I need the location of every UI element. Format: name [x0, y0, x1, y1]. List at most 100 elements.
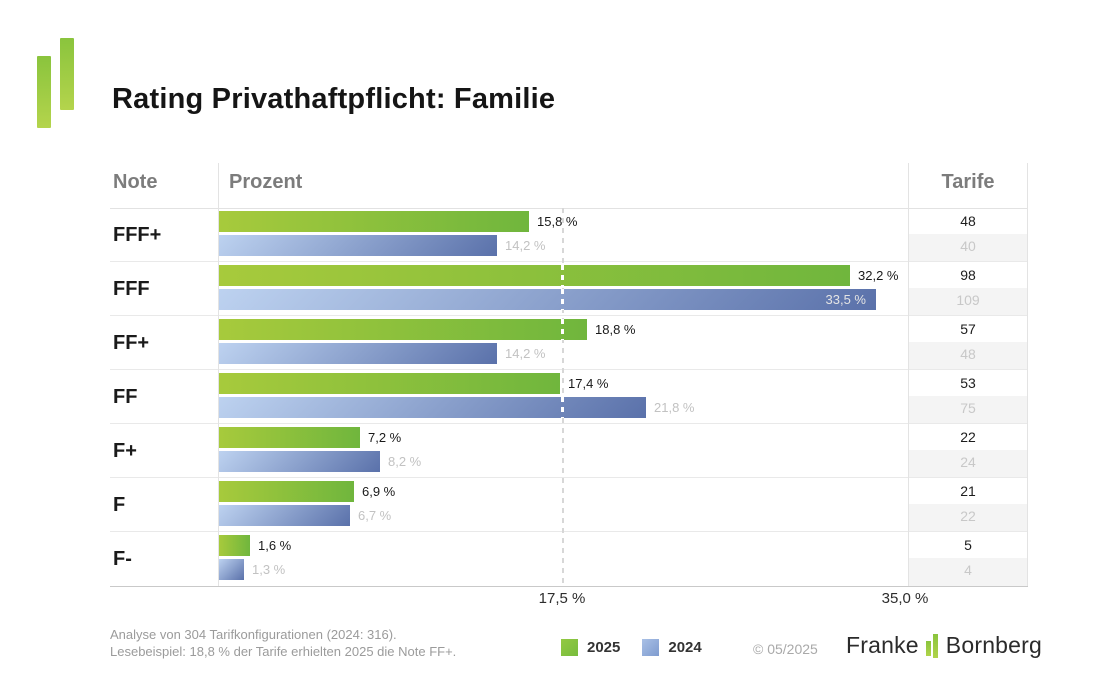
- tarife-stripe-2024: [909, 450, 1027, 478]
- table-header-row: Note Prozent Tarife: [110, 163, 1028, 208]
- tarife-count-2024: 109: [956, 292, 980, 308]
- legend-swatch-icon: [561, 639, 578, 656]
- tarife-count-2024: 4: [964, 562, 972, 578]
- rating-bar-chart: Note Prozent Tarife FFF+ 15,8 % 48 14,2 % 40…: [110, 163, 1028, 623]
- note-label: F: [113, 494, 126, 516]
- note-label: FF: [113, 386, 138, 408]
- bar-value-label: 14,2 %: [505, 238, 546, 253]
- tarife-count-2025: 48: [960, 213, 976, 229]
- chart-row-FFF: FFF 32,2 % 98 33,5 % 109: [110, 262, 1028, 316]
- bar-2024-FF: [219, 397, 646, 418]
- row-separator-line: [110, 531, 1028, 532]
- chart-row-FF+: FF+ 18,8 % 57 14,2 % 48: [110, 316, 1028, 370]
- tarife-count-2025: 53: [960, 375, 976, 391]
- company-logo-icon: [37, 38, 77, 130]
- x-axis-tick-label: 17,5 %: [538, 590, 586, 607]
- bar-2024-F+: [219, 451, 380, 472]
- logo-bar-left: [37, 56, 51, 128]
- bar-value-label: 14,2 %: [505, 346, 546, 361]
- legend-label: 2024: [668, 639, 702, 656]
- brand-bars-icon: [925, 633, 939, 659]
- bar-2025-FFF+: [219, 211, 529, 232]
- tarife-count-2025: 5: [964, 537, 972, 553]
- bar-value-label: 7,2 %: [368, 430, 402, 445]
- bar-2024-FF+: [219, 343, 497, 364]
- tarife-stripe-2024: [909, 504, 1027, 532]
- tarife-count-2024: 40: [960, 238, 976, 254]
- bar-2025-F+: [219, 427, 360, 448]
- tarife-stripe-2024: [909, 396, 1027, 424]
- bar-value-label: 6,7 %: [358, 508, 392, 523]
- tarife-count-2025: 57: [960, 321, 976, 337]
- legend-swatch-icon: [642, 639, 660, 656]
- header-separator-line: [110, 208, 1028, 209]
- row-separator-line: [110, 369, 1028, 370]
- tarife-count-2025: 22: [960, 429, 976, 445]
- note-label: F-: [113, 548, 132, 570]
- x-axis-tick-label: 35,0 %: [881, 590, 929, 607]
- bar-2025-FF: [219, 373, 560, 394]
- column-header-tarife: Tarife: [941, 171, 995, 193]
- logo-bar-right: [60, 38, 74, 110]
- brand-name-right: Bornberg: [945, 632, 1043, 658]
- chart-row-F+: F+ 7,2 % 22 8,2 % 24: [110, 424, 1028, 478]
- note-label: FF+: [113, 332, 150, 354]
- reference-line-on-bar: [561, 397, 564, 418]
- bar-value-label: 33,5 %: [825, 292, 866, 307]
- bar-2025-F: [219, 481, 354, 502]
- copyright-text: © 05/2025: [753, 641, 818, 657]
- bar-2025-FF+: [219, 319, 587, 340]
- column-divider-tarife-left: [908, 163, 909, 586]
- legend-item-2024: 2024: [642, 639, 702, 656]
- bar-value-label: 15,8 %: [537, 214, 578, 229]
- tarife-count-2024: 24: [960, 454, 976, 470]
- bar-value-label: 32,2 %: [858, 268, 899, 283]
- legend-label: 2025: [587, 639, 621, 656]
- row-separator-line: [110, 423, 1028, 424]
- bar-2025-F-: [219, 535, 250, 556]
- x-axis-line: [110, 586, 1028, 587]
- footnote-line-1: Analyse von 304 Tarifkonfigurationen (20…: [110, 627, 397, 642]
- note-label: FFF+: [113, 224, 162, 246]
- row-separator-line: [110, 477, 1028, 478]
- tarife-count-2025: 21: [960, 483, 976, 499]
- legend-item-2025: 2025: [561, 639, 620, 656]
- bar-value-label: 1,3 %: [252, 562, 286, 577]
- chart-row-FFF+: FFF+ 15,8 % 48 14,2 % 40: [110, 208, 1028, 262]
- bar-value-label: 17,4 %: [568, 376, 609, 391]
- bar-value-label: 18,8 %: [595, 322, 636, 337]
- bar-2024-FFF+: [219, 235, 497, 256]
- column-header-prozent: Prozent: [229, 171, 303, 193]
- bar-2025-FFF: [219, 265, 850, 286]
- bar-2024-FFF: 33,5 %: [219, 289, 876, 310]
- reference-line-on-bar: [561, 289, 564, 310]
- column-divider-tarife-right: [1027, 163, 1028, 586]
- column-divider-note: [218, 163, 219, 586]
- tarife-count-2024: 75: [960, 400, 976, 416]
- tarife-stripe-2024: [909, 342, 1027, 370]
- tarife-stripe-2024: [909, 288, 1027, 316]
- bar-value-label: 8,2 %: [388, 454, 422, 469]
- row-separator-line: [110, 261, 1028, 262]
- tarife-count-2025: 98: [960, 267, 976, 283]
- bar-value-label: 6,9 %: [362, 484, 396, 499]
- tarife-count-2024: 22: [960, 508, 976, 524]
- reference-line-on-bar: [561, 265, 564, 286]
- page-title: Rating Privathaftpflicht: Familie: [112, 83, 556, 116]
- tarife-count-2024: 48: [960, 346, 976, 362]
- reference-line-on-bar: [561, 319, 564, 340]
- note-label: FFF: [113, 278, 150, 300]
- tarife-stripe-2024: [909, 558, 1027, 586]
- chart-row-F-: F- 1,6 % 5 1,3 % 4: [110, 532, 1028, 586]
- note-label: F+: [113, 440, 137, 462]
- column-header-note: Note: [113, 171, 158, 193]
- row-separator-line: [110, 315, 1028, 316]
- bar-value-label: 21,8 %: [654, 400, 695, 415]
- bar-value-label: 1,6 %: [258, 538, 292, 553]
- franke-bornberg-logo: Franke Bornberg: [846, 632, 1042, 659]
- footnote-line-2: Lesebeispiel: 18,8 % der Tarife erhielte…: [110, 644, 457, 659]
- brand-name-left: Franke: [846, 632, 919, 658]
- bar-2024-F: [219, 505, 350, 526]
- tarife-stripe-2024: [909, 234, 1027, 262]
